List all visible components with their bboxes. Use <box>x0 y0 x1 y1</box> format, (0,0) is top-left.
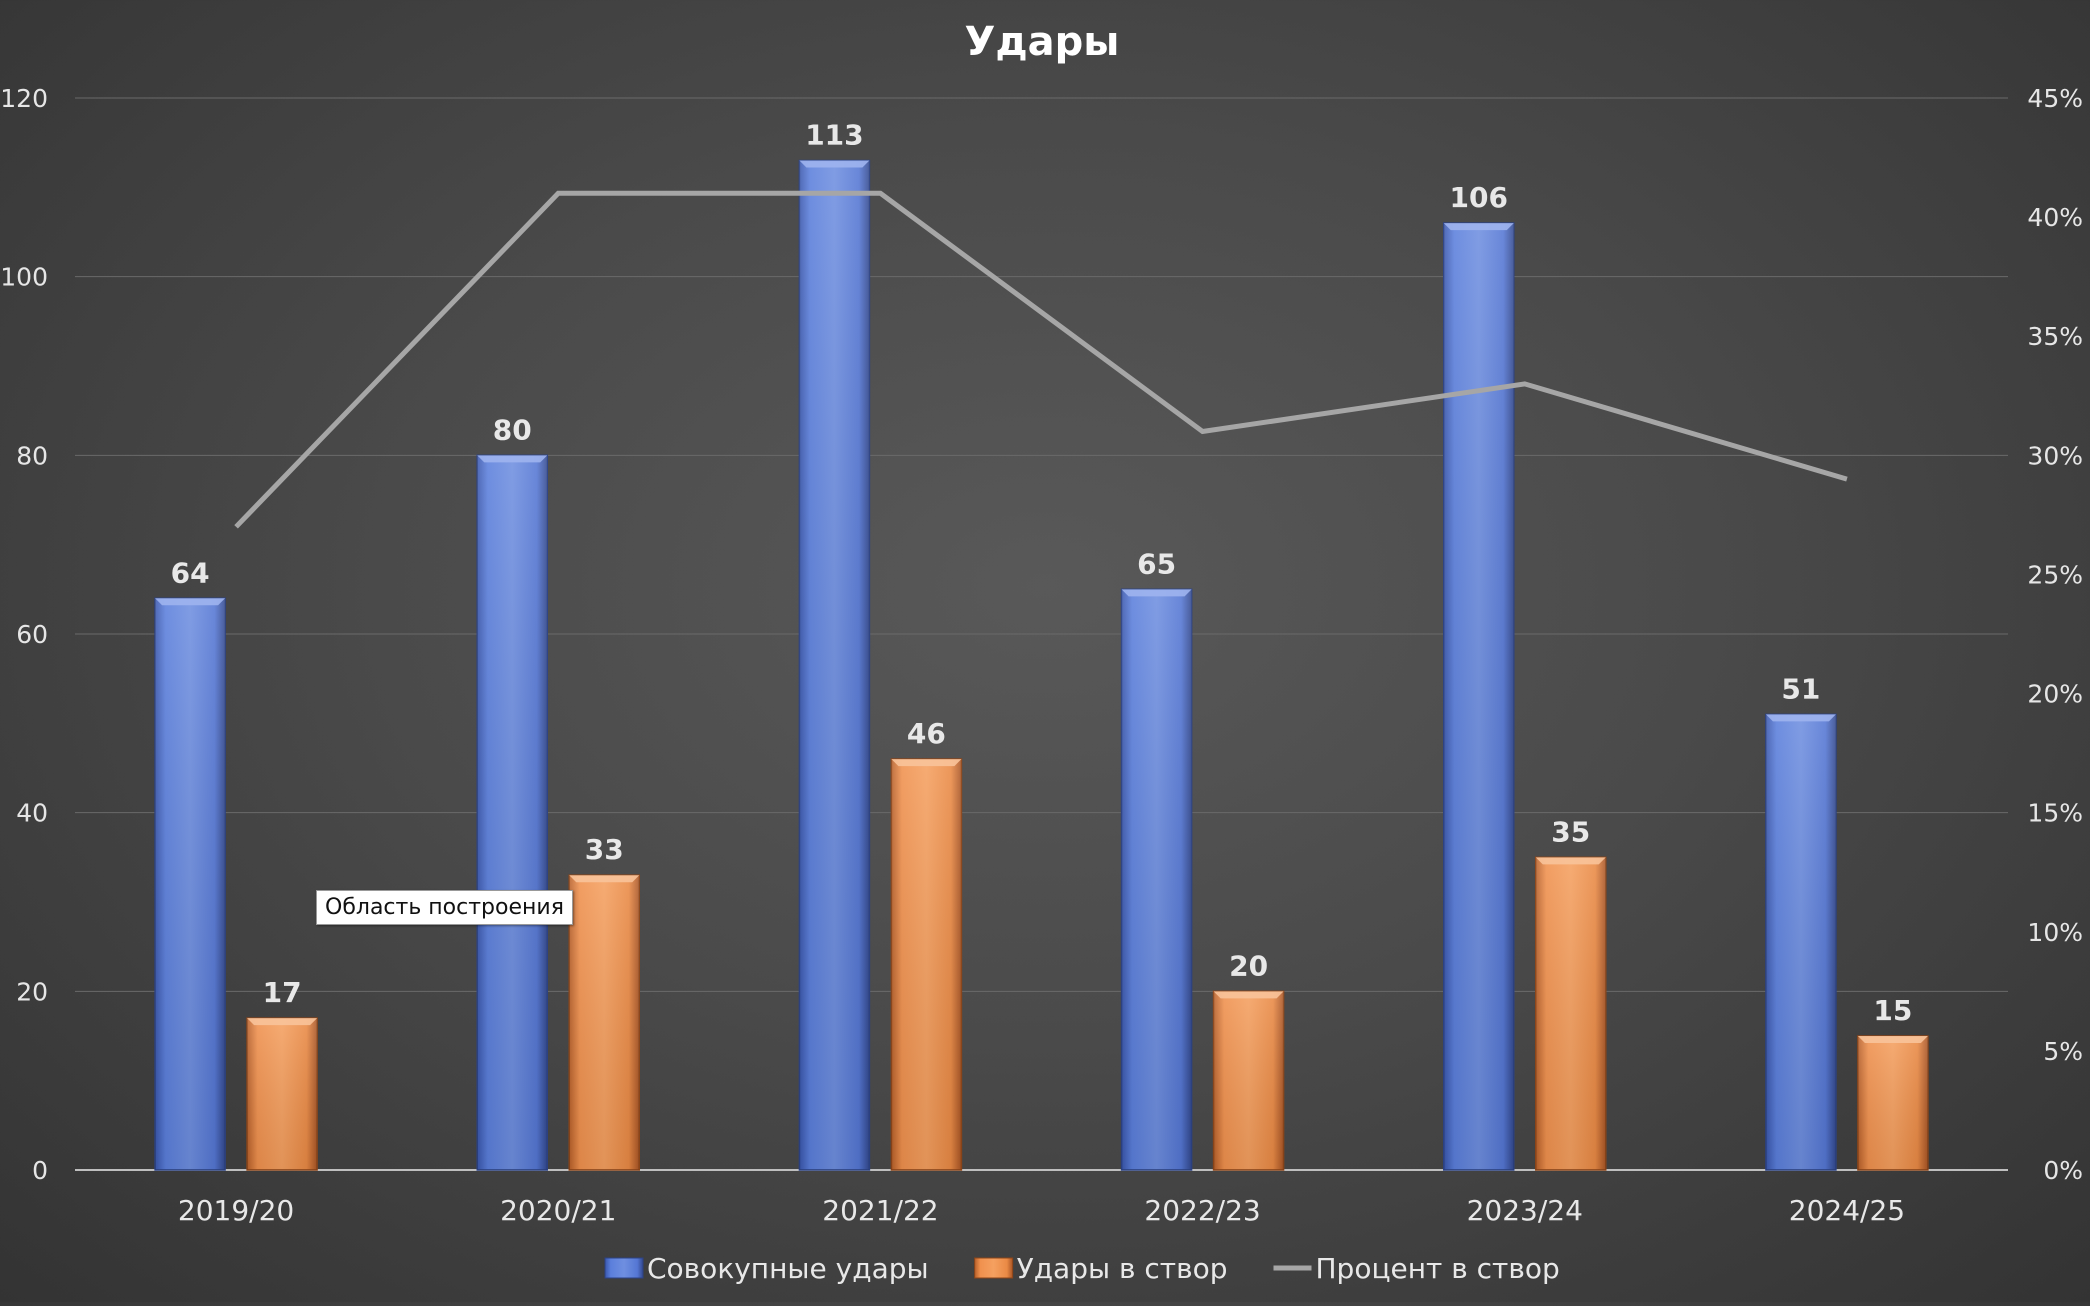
y2-tick-label: 45% <box>2027 84 2083 113</box>
bar-shade <box>799 161 869 1170</box>
y2-tick-label: 10% <box>2027 918 2083 947</box>
bar-shade <box>1214 991 1284 1170</box>
bar-total-shots <box>477 455 547 1170</box>
bar-shade <box>477 455 547 1170</box>
bar-cap <box>891 759 961 766</box>
y-tick-label: 80 <box>16 441 48 470</box>
legend-swatch <box>605 1258 643 1278</box>
x-tick-label: 2020/21 <box>500 1194 616 1227</box>
data-label: 15 <box>1873 994 1912 1027</box>
x-tick-label: 2022/23 <box>1144 1194 1260 1227</box>
bar-cap <box>155 598 225 605</box>
y2-tick-label: 5% <box>2043 1037 2083 1066</box>
y-tick-label: 100 <box>0 263 48 292</box>
bar-cap <box>1858 1036 1928 1043</box>
bar-total-shots <box>799 161 869 1170</box>
y2-tick-label: 30% <box>2027 441 2083 470</box>
y2-tick-label: 15% <box>2027 799 2083 828</box>
data-label: 51 <box>1781 672 1820 705</box>
y2-tick-label: 40% <box>2027 203 2083 232</box>
bar-shade <box>1766 714 1836 1170</box>
y2-tick-label: 25% <box>2027 560 2083 589</box>
bar-cap <box>247 1018 317 1025</box>
data-label: 33 <box>585 833 624 866</box>
bar-cap <box>1444 223 1514 230</box>
data-label: 35 <box>1551 815 1590 848</box>
legend-item: Удары в створ <box>975 1252 1228 1285</box>
bar-shots-on-target <box>1214 991 1284 1170</box>
bar-shade <box>1858 1036 1928 1170</box>
data-label: 17 <box>263 976 302 1009</box>
y2-tick-label: 20% <box>2027 680 2083 709</box>
bar-shots-on-target <box>891 759 961 1170</box>
bar-shots-on-target <box>1858 1036 1928 1170</box>
y-tick-label: 60 <box>16 620 48 649</box>
bar-shots-on-target <box>569 875 639 1170</box>
y-tick-label: 0 <box>32 1156 48 1185</box>
legend-label: Совокупные удары <box>647 1252 929 1285</box>
y-tick-label: 120 <box>0 84 48 113</box>
data-label: 80 <box>493 413 532 446</box>
bar-shade <box>247 1018 317 1170</box>
plot-area-tooltip: Область построения <box>316 890 573 925</box>
data-label: 65 <box>1137 547 1176 580</box>
x-tick-label: 2023/24 <box>1467 1194 1583 1227</box>
chart-title: Удары <box>965 19 1120 65</box>
y2-tick-label: 0% <box>2043 1156 2083 1185</box>
bar-cap <box>1122 589 1192 596</box>
x-tick-label: 2019/20 <box>178 1194 294 1227</box>
bar-shade <box>1122 589 1192 1170</box>
bar-total-shots <box>1444 223 1514 1170</box>
data-label: 20 <box>1229 949 1268 982</box>
bar-cap <box>799 161 869 168</box>
legend-item: Совокупные удары <box>605 1252 929 1285</box>
data-label: 46 <box>907 717 946 750</box>
bar-shade <box>1536 857 1606 1170</box>
y-tick-label: 20 <box>16 977 48 1006</box>
data-label: 113 <box>805 119 863 152</box>
bar-shade <box>1444 223 1514 1170</box>
legend-swatch <box>975 1258 1013 1278</box>
data-label: 64 <box>171 556 210 589</box>
legend-item: Процент в створ <box>1274 1252 1560 1285</box>
y-tick-label: 40 <box>16 799 48 828</box>
bar-total-shots <box>155 598 225 1170</box>
bar-shade <box>569 875 639 1170</box>
x-tick-label: 2021/22 <box>822 1194 938 1227</box>
bar-shade <box>891 759 961 1170</box>
bar-cap <box>1766 714 1836 721</box>
data-label: 106 <box>1450 181 1508 214</box>
x-tick-label: 2024/25 <box>1789 1194 1905 1227</box>
y2-tick-label: 35% <box>2027 322 2083 351</box>
legend-label: Удары в створ <box>1017 1252 1228 1285</box>
bar-cap <box>569 875 639 882</box>
bar-shots-on-target <box>1536 857 1606 1170</box>
bar-total-shots <box>1766 714 1836 1170</box>
legend-label: Процент в створ <box>1316 1252 1560 1285</box>
bar-shots-on-target <box>247 1018 317 1170</box>
bar-cap <box>1536 857 1606 864</box>
bar-cap <box>477 455 547 462</box>
bar-total-shots <box>1122 589 1192 1170</box>
bar-shade <box>155 598 225 1170</box>
bar-cap <box>1214 991 1284 998</box>
